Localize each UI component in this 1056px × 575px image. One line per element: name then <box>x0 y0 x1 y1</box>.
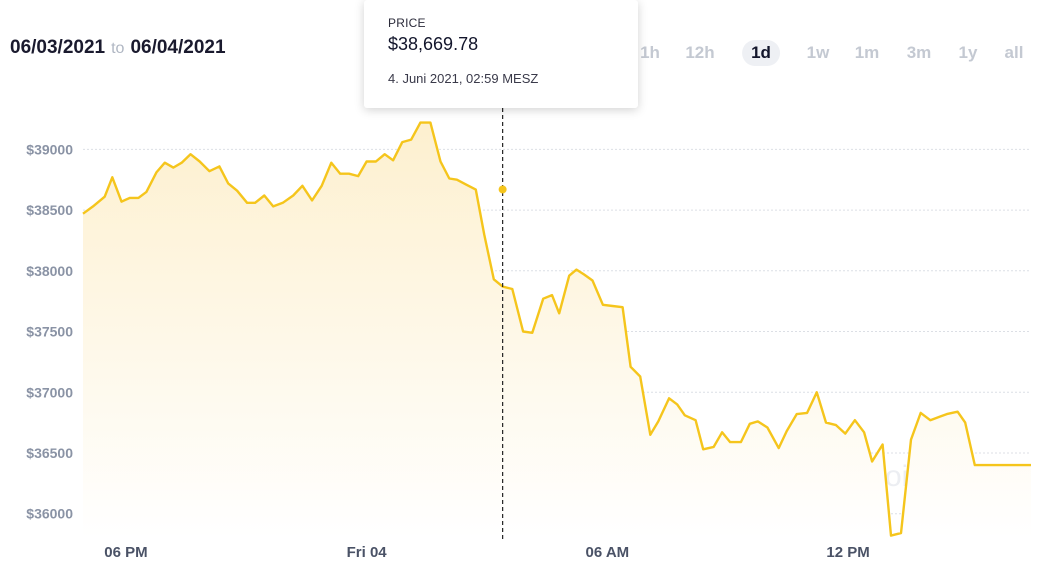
y-tick-label: $38000 <box>26 263 73 279</box>
y-tick-label: $37000 <box>26 384 73 400</box>
period-1y-button[interactable]: 1y <box>958 43 978 62</box>
y-axis-ticks: $39000 $38500 $38000 $37500 $37000 $36500 $360… <box>26 141 73 521</box>
tooltip-label: PRICE <box>388 16 426 30</box>
x-tick-label: Fri 04 <box>347 544 388 561</box>
y-tick-label: $36500 <box>26 445 73 461</box>
period-all-button[interactable]: all <box>1004 43 1024 62</box>
price-area <box>83 122 1031 538</box>
date-range-from: 06/03/2021 <box>10 37 106 58</box>
date-range-separator: to <box>111 40 125 57</box>
tooltip-date: 4. Juni 2021, 02:59 MESZ <box>388 71 539 86</box>
date-range: 06/03/2021 to 06/04/2021 <box>10 37 226 59</box>
tooltip-price: $38,669.78 <box>388 34 479 54</box>
price-line <box>82 121 1031 537</box>
period-1h-button[interactable]: 1h <box>640 43 660 62</box>
x-axis-ticks: 06 PM Fri 04 06 AM 12 PM <box>104 544 869 561</box>
date-range-to: 06/04/2021 <box>130 37 226 58</box>
period-12h-button[interactable]: 12h <box>685 43 715 62</box>
y-tick-label: $39000 <box>26 141 73 157</box>
price-tooltip: PRICE $38,669.78 4. Juni 2021, 02:59 MES… <box>364 0 638 108</box>
y-tick-label: $38500 <box>26 202 73 218</box>
x-tick-label: 12 PM <box>826 544 869 561</box>
period-1w-button[interactable]: 1w <box>806 43 830 62</box>
period-3m-button[interactable]: 3m <box>906 43 932 62</box>
y-tick-label: $36000 <box>26 506 73 522</box>
x-tick-label: 06 AM <box>586 544 630 561</box>
x-tick-label: 06 PM <box>104 544 147 561</box>
hover-marker <box>498 185 507 194</box>
period-1d-button[interactable]: 1d <box>742 40 780 66</box>
period-selector: 1h 12h 1d 1w 1m 3m 1y all <box>0 40 1056 66</box>
y-tick-label: $37500 <box>26 324 73 340</box>
period-1m-button[interactable]: 1m <box>854 43 880 62</box>
